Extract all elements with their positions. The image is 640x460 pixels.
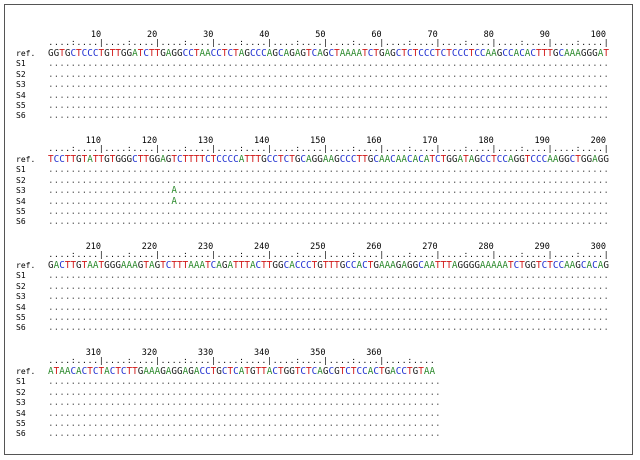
alignment-frame <box>4 4 633 455</box>
sample-label: S1 <box>16 59 26 69</box>
sample-sequence: ........................................… <box>48 291 609 303</box>
sample-label: S1 <box>16 377 26 387</box>
sample-label: S2 <box>16 175 26 185</box>
reference-sequence: GACTTGTAATGGGAAAGTAGTCTTTAAATCAGATTTACTT… <box>48 260 609 271</box>
sample-sequence: ........................................… <box>48 386 441 398</box>
ruler-scale: ....:....|....:....|....:....|....:....|… <box>48 356 435 365</box>
sample-sequence: ........................................… <box>48 418 441 429</box>
sample-label: S3 <box>16 186 26 196</box>
ruler-tick-number: 230 <box>197 242 214 252</box>
sample-label: S1 <box>16 165 26 175</box>
ref-label: ref. <box>16 155 36 164</box>
sample-sequence: ........................................… <box>48 407 441 419</box>
sample-sequence: ........................................… <box>48 58 609 70</box>
ruler-tick-number: 260 <box>366 242 382 252</box>
ruler-tick-number: 320 <box>141 348 158 358</box>
sample-sequence: ........................................… <box>48 280 609 292</box>
sample-label: S2 <box>16 281 26 291</box>
ruler-tick-number: 90 <box>539 30 550 40</box>
ruler-tick-number: 290 <box>534 242 550 252</box>
ruler-tick-number: 120 <box>141 136 158 146</box>
sample-sequence: ........................................… <box>48 89 609 101</box>
ref-label: ref. <box>16 261 36 270</box>
sample-sequence: ......................A.................… <box>48 185 609 197</box>
sample-label: S5 <box>16 313 26 322</box>
ruler-tick-number: 140 <box>253 136 270 146</box>
ruler-tick-number: 30 <box>203 30 214 40</box>
sample-label: S4 <box>16 90 26 100</box>
sample-sequence: ........................................… <box>48 322 609 334</box>
sample-label: S5 <box>16 207 26 216</box>
sample-label: S5 <box>16 419 26 428</box>
sample-sequence: ......................A.................… <box>48 195 609 207</box>
ruler-tick-number: 150 <box>310 136 326 146</box>
sample-label: S6 <box>16 323 26 333</box>
sample-label: S5 <box>16 101 26 110</box>
sample-sequence: ........................................… <box>48 164 609 176</box>
sample-label: S3 <box>16 398 26 408</box>
sample-sequence: ........................................… <box>48 270 609 282</box>
ruler-tick-number: 330 <box>197 348 214 358</box>
ruler-scale: ....:....|....:....|....:....|....:....|… <box>48 144 609 153</box>
sample-label: S2 <box>16 387 26 397</box>
sample-sequence: ........................................… <box>48 206 609 217</box>
sample-label: S6 <box>16 217 26 227</box>
sample-sequence: ........................................… <box>48 110 609 122</box>
sample-sequence: ........................................… <box>48 174 609 186</box>
ruler-tick-number: 250 <box>310 242 326 252</box>
ruler-scale: ....:....|....:....|....:....|....:....|… <box>48 38 609 47</box>
ruler-tick-number: 360 <box>366 348 382 358</box>
ruler-scale: ....:....|....:....|....:....|....:....|… <box>48 250 609 259</box>
reference-sequence: ATAACACTCTACTCTTGAAAGAGGAGACCTGCTCATGTTA… <box>48 366 436 377</box>
ruler-tick-number: 110 <box>85 136 102 146</box>
sample-sequence: ........................................… <box>48 216 609 228</box>
ruler-tick-number: 270 <box>422 242 438 252</box>
ruler-tick-number: 300 <box>590 242 606 252</box>
ruler-tick-number: 240 <box>253 242 270 252</box>
ruler-tick-number: 280 <box>478 242 494 252</box>
sample-label: S2 <box>16 69 26 79</box>
ruler-tick-number: 190 <box>534 136 550 146</box>
ruler-tick-number: 50 <box>315 30 326 40</box>
ruler-tick-number: 100 <box>590 30 606 40</box>
sample-label: S6 <box>16 429 26 439</box>
ruler-tick-number: 200 <box>590 136 606 146</box>
sample-label: S4 <box>16 302 26 312</box>
reference-sequence: GGTGCTCCCTGTTGGATCTTGAGGCCTAACCTCTAGCCCA… <box>48 48 609 59</box>
ruler-tick-number: 220 <box>141 242 158 252</box>
ruler-tick-number: 350 <box>310 348 326 358</box>
ruler-tick-number: 180 <box>478 136 494 146</box>
ruler-tick-number: 70 <box>427 30 438 40</box>
ref-label: ref. <box>16 49 36 58</box>
sample-label: S4 <box>16 408 26 418</box>
sample-label: S3 <box>16 80 26 90</box>
sample-sequence: ........................................… <box>48 79 609 91</box>
ruler-tick-number: 310 <box>85 348 102 358</box>
sample-label: S3 <box>16 292 26 302</box>
sample-label: S6 <box>16 111 26 121</box>
ruler-tick-number: 160 <box>366 136 382 146</box>
sample-label: S1 <box>16 271 26 281</box>
sample-label: S4 <box>16 196 26 206</box>
ruler-tick-number: 10 <box>90 30 102 40</box>
ruler-tick-number: 80 <box>483 30 494 40</box>
sample-sequence: ........................................… <box>48 428 441 440</box>
sample-sequence: ........................................… <box>48 397 441 409</box>
sample-sequence: ........................................… <box>48 376 441 388</box>
ref-label: ref. <box>16 367 36 376</box>
ruler-tick-number: 40 <box>259 30 270 40</box>
ruler-tick-number: 170 <box>422 136 438 146</box>
ruler-tick-number: 210 <box>85 242 102 252</box>
reference-sequence: TCCTTGTATTGTGGGCTTGGAGTCTTTTCTCCCCATTTGC… <box>48 154 609 165</box>
sample-sequence: ........................................… <box>48 68 609 80</box>
ruler-tick-number: 20 <box>146 30 158 40</box>
sample-sequence: ........................................… <box>48 312 609 323</box>
ruler-tick-number: 130 <box>197 136 214 146</box>
sample-sequence: ........................................… <box>48 100 609 111</box>
ruler-tick-number: 340 <box>253 348 270 358</box>
ruler-tick-number: 60 <box>371 30 382 40</box>
sample-sequence: ........................................… <box>48 301 609 313</box>
